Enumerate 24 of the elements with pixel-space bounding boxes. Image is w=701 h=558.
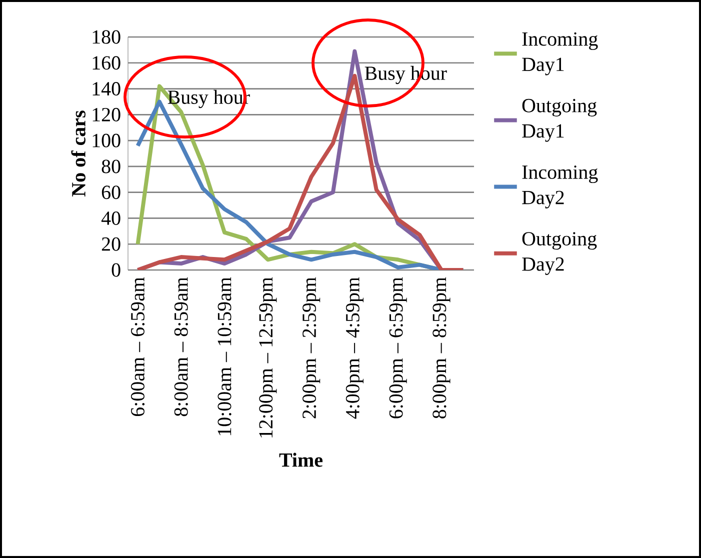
legend-label: Incoming Day1 <box>522 32 598 76</box>
y-tick-label: 0 <box>112 263 120 277</box>
y-tick-label: 160 <box>92 56 120 70</box>
x-tick-label: 6:00pm – 6:59pm <box>389 277 407 418</box>
x-tick-label: 12:00pm – 12:59pm <box>259 277 277 438</box>
x-tick-label: 10:00am – 10:59am <box>218 277 232 436</box>
y-tick-label: 180 <box>92 30 120 44</box>
y-tick-label: 140 <box>92 82 120 96</box>
legend-label: Outgoing Day2 <box>522 232 597 275</box>
y-tick-label: 40 <box>101 211 120 225</box>
y-tick-label: 100 <box>92 134 120 148</box>
y-axis-title: No of cars <box>71 110 86 196</box>
legend-label: Outgoing Day1 <box>522 98 597 142</box>
x-tick-label: 8:00am – 8:59am <box>174 277 188 416</box>
x-tick-label: 2:00pm – 2:59pm <box>302 277 320 418</box>
y-tick-label: 20 <box>102 237 120 251</box>
x-axis-title: Time <box>279 452 323 467</box>
y-tick-label: 60 <box>102 186 120 200</box>
y-tick-label: 80 <box>102 160 120 174</box>
x-tick-label: 6:00am – 6:59am <box>130 277 145 416</box>
y-tick-label: 120 <box>92 108 120 122</box>
legend-label: Incoming Day2 <box>522 166 598 208</box>
x-tick-label: 4:00pm – 4:59pm <box>346 277 364 419</box>
x-tick-label: 8:00pm – 8:59pm <box>432 277 450 418</box>
